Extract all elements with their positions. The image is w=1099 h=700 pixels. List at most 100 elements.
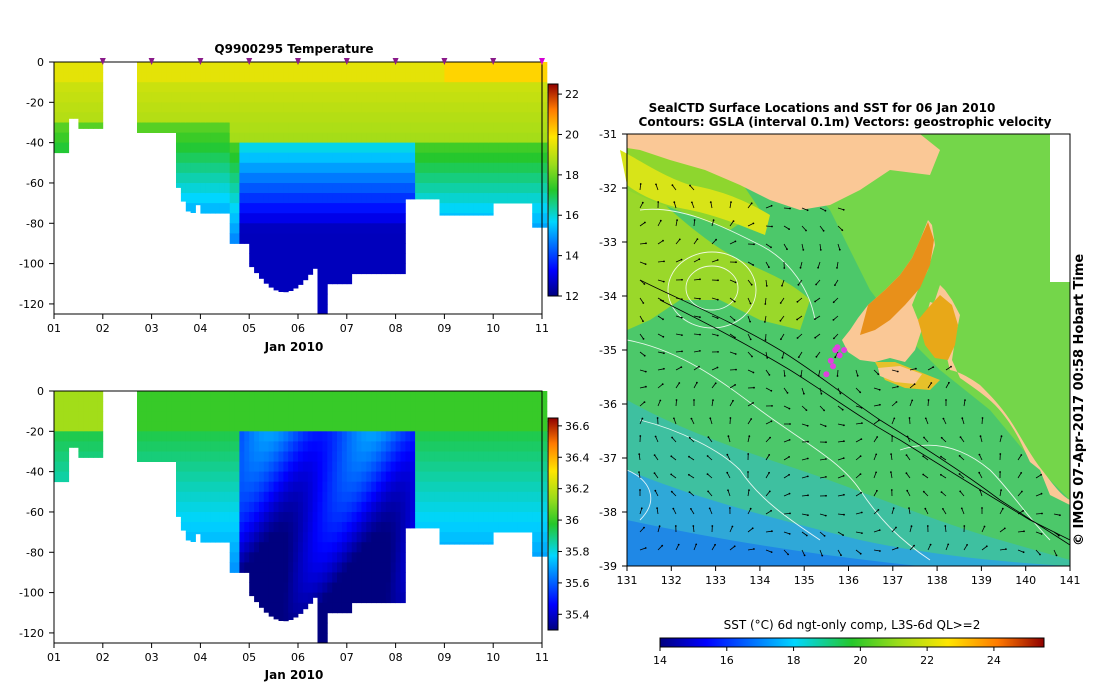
section-cell: [361, 132, 367, 144]
velocity-vector: [783, 513, 791, 515]
section-cell: [434, 471, 440, 483]
section-cell: [346, 132, 353, 144]
section-cell: [390, 501, 396, 513]
section-cell: [215, 461, 221, 473]
section-cell: [512, 481, 518, 493]
section-cell: [54, 142, 60, 154]
section-cell: [307, 542, 314, 553]
section-cell: [63, 72, 70, 83]
vector-head: [771, 225, 773, 228]
section-cell: [366, 132, 372, 144]
velocity-vector: [709, 508, 713, 515]
vector-head: [715, 238, 717, 241]
section-cell: [351, 431, 357, 442]
section-cell: [366, 542, 372, 553]
section-cell: [337, 421, 343, 432]
section-cell: [58, 82, 65, 93]
velocity-vector: [693, 315, 700, 318]
section-cell: [205, 62, 211, 73]
vector-head: [940, 473, 942, 476]
section-cell: [224, 522, 231, 533]
section-cell: [293, 112, 299, 123]
section-cell: [351, 512, 357, 523]
section-cell: [337, 592, 343, 604]
section-cell: [161, 421, 167, 432]
section-cell: [327, 441, 333, 452]
section-cell: [88, 441, 94, 452]
section-cell: [395, 501, 401, 513]
section-cell: [424, 152, 431, 164]
velocity-vector: [815, 279, 821, 285]
section-cell: [356, 401, 362, 412]
velocity-vector: [1017, 454, 1022, 461]
section-cell: [176, 112, 182, 123]
section-cell: [463, 82, 470, 93]
section-cell: [532, 431, 538, 442]
section-cell: [185, 82, 192, 93]
section-cell: [341, 592, 348, 604]
vector-head: [823, 409, 825, 412]
section-cell: [385, 421, 392, 432]
section-cell: [395, 582, 401, 593]
vector-head: [732, 399, 734, 402]
section-cell: [395, 461, 401, 473]
vector-head: [1059, 514, 1061, 517]
section-cell: [390, 522, 396, 533]
section-cell: [190, 532, 196, 542]
velocity-vector: [819, 476, 826, 479]
section-cell: [351, 582, 357, 593]
section-cell: [527, 512, 533, 523]
velocity-vector: [814, 333, 821, 339]
velocity-vector: [639, 508, 643, 515]
section-cell: [376, 183, 382, 194]
section-cell: [205, 142, 211, 154]
section-cell: [273, 572, 279, 583]
section-cell: [503, 401, 509, 412]
section-cell: [395, 471, 401, 483]
section-cell: [302, 82, 309, 93]
section-cell: [507, 122, 514, 133]
section-cell: [88, 72, 94, 83]
section-cell: [473, 522, 479, 533]
section-cell: [317, 411, 323, 422]
section-cell: [283, 162, 289, 174]
section-cell: [185, 532, 192, 541]
section-cell: [234, 62, 240, 73]
vector-head: [803, 392, 805, 395]
section-cell: [390, 193, 396, 204]
section-cell: [341, 253, 348, 264]
section-cell: [332, 223, 338, 234]
section-cell: [180, 102, 187, 113]
spencer-gulf: [860, 222, 934, 335]
section-cell: [239, 532, 245, 543]
vector-head: [786, 392, 789, 394]
section-cell: [195, 172, 201, 184]
section-cell: [410, 172, 416, 184]
section-cell: [420, 441, 426, 452]
vector-head: [663, 367, 665, 370]
velocity-vector: [834, 351, 839, 358]
section-cell: [459, 532, 465, 543]
velocity-vector: [693, 219, 695, 227]
section-cell: [449, 92, 455, 103]
section-cell: [444, 92, 450, 103]
section-cell: [517, 411, 523, 422]
section-cell: [405, 501, 411, 513]
section-cell: [434, 441, 440, 452]
section-cell: [415, 451, 421, 462]
section-cell: [542, 461, 548, 473]
section-cell: [337, 512, 343, 523]
vector-head: [878, 529, 881, 531]
vector-head: [1040, 533, 1043, 535]
velocity-vector: [800, 369, 803, 376]
section-cell: [307, 112, 314, 123]
section-cell: [263, 451, 270, 462]
section-cell: [488, 512, 494, 523]
section-cell: [478, 92, 484, 103]
section-cell: [259, 152, 265, 164]
section-cell: [215, 162, 221, 174]
vector-head: [753, 548, 755, 550]
section-cell: [527, 92, 533, 103]
map-title-line2: Contours: GSLA (interval 0.1m) Vectors: …: [639, 115, 1052, 129]
section-cell: [278, 612, 284, 621]
